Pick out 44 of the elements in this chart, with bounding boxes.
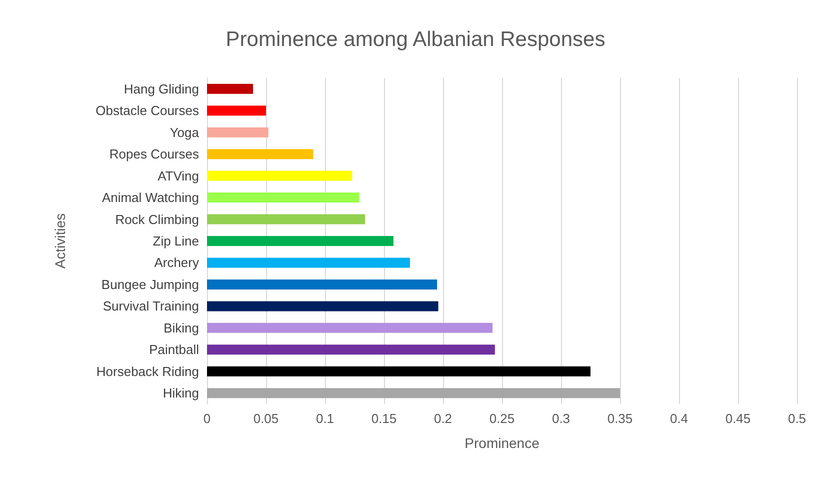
x-tick-label: 0.05 — [253, 411, 279, 426]
y-tick-label: Ropes Courses — [109, 146, 200, 162]
bar — [207, 344, 495, 355]
x-tick-label: 0.3 — [552, 411, 570, 426]
x-tick-label: 0.1 — [316, 411, 334, 426]
x-tick-label: 0.15 — [371, 411, 397, 426]
bar — [207, 149, 314, 160]
y-tick-label: Biking — [164, 320, 199, 336]
y-tick-label: Horseback Riding — [96, 364, 199, 379]
y-tick-label: Obstacle Courses — [96, 103, 200, 118]
y-tick-label: Animal Watching — [102, 190, 199, 206]
bar — [207, 236, 394, 246]
bar — [207, 279, 438, 290]
bar — [207, 106, 266, 116]
x-tick-label: 0.2 — [434, 411, 452, 426]
y-tick-label: Hiking — [162, 386, 199, 401]
bar — [207, 258, 410, 268]
x-tick-label: 0.4 — [670, 411, 688, 426]
chart-title: Prominence among Albanian Responses — [226, 28, 606, 51]
bar — [207, 301, 438, 312]
y-tick-label: Paintball — [149, 342, 200, 358]
y-tick-label: Rock Climbing — [115, 212, 199, 227]
bar — [207, 214, 366, 224]
y-tick-label: Zip Line — [152, 234, 199, 248]
x-tick-label: 0.35 — [607, 411, 633, 426]
y-tick-label: ATVing — [158, 168, 199, 184]
y-tick-label: Survival Training — [102, 298, 199, 314]
x-tick-label: 0.5 — [788, 411, 806, 426]
y-axis-title: Activities — [52, 213, 68, 269]
bar — [207, 192, 360, 203]
bar — [207, 84, 254, 94]
x-tick-label: 0.25 — [489, 411, 515, 426]
bar — [207, 322, 493, 333]
bar — [207, 388, 620, 398]
y-tick-label: Archery — [154, 255, 200, 270]
bar — [207, 366, 590, 376]
bar — [207, 170, 352, 181]
y-tick-label: Yoga — [170, 124, 200, 140]
x-axis-title: Prominence — [464, 435, 540, 451]
x-tick-label: 0 — [203, 411, 211, 426]
bar — [207, 127, 268, 138]
y-tick-label: Bungee Jumping — [101, 276, 199, 292]
x-tick-label: 0.45 — [725, 411, 751, 426]
y-tick-label: Hang Gliding — [124, 81, 199, 96]
